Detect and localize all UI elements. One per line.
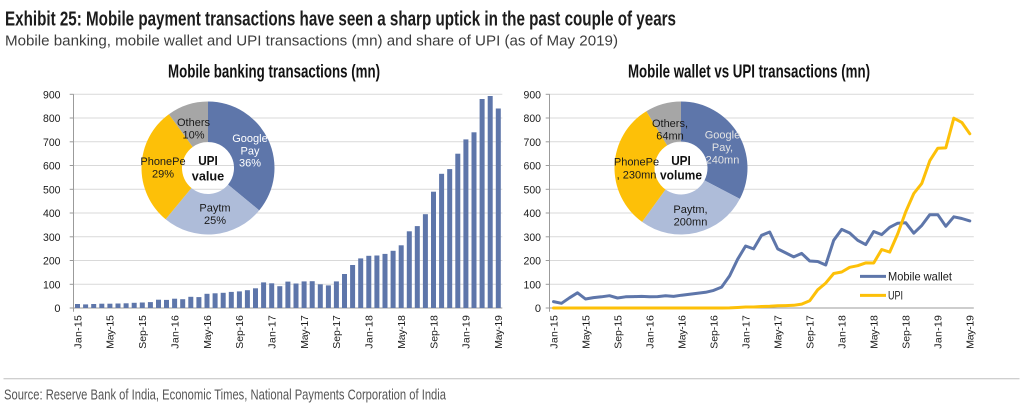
svg-text:May-15: May-15	[580, 315, 592, 349]
svg-text:, 230mn: , 230mn	[617, 170, 657, 182]
svg-text:Pay: Pay	[241, 145, 260, 157]
svg-text:29%: 29%	[152, 169, 174, 181]
svg-text:600: 600	[43, 161, 61, 173]
svg-text:Google: Google	[705, 130, 740, 142]
svg-text:200: 200	[524, 256, 542, 268]
svg-text:300: 300	[43, 232, 61, 244]
svg-text:Jan-15: Jan-15	[548, 315, 560, 349]
svg-text:Sep-15: Sep-15	[612, 315, 624, 349]
svg-text:Sep-16: Sep-16	[234, 315, 246, 349]
svg-text:400: 400	[43, 208, 61, 220]
svg-text:Sep-18: Sep-18	[428, 315, 440, 349]
svg-text:value: value	[192, 170, 224, 184]
svg-text:UPI: UPI	[888, 289, 903, 303]
svg-text:0: 0	[535, 303, 541, 315]
svg-text:May-17: May-17	[773, 315, 785, 349]
svg-text:100: 100	[43, 279, 61, 291]
svg-text:Mobile wallet vs UPI transacti: Mobile wallet vs UPI transactions (mn)	[628, 62, 870, 82]
svg-text:240mn: 240mn	[706, 155, 740, 167]
svg-text:Others,: Others,	[652, 118, 688, 130]
svg-text:Jan-19: Jan-19	[933, 315, 945, 349]
svg-text:Paytm,: Paytm,	[673, 204, 707, 216]
svg-text:Exhibit 25: Mobile payment tra: Exhibit 25: Mobile payment transactions …	[5, 9, 676, 31]
svg-text:May-19: May-19	[965, 315, 977, 349]
svg-text:Mobile wallet: Mobile wallet	[888, 270, 953, 284]
svg-text:Pay,: Pay,	[712, 142, 733, 154]
svg-text:May-16: May-16	[676, 315, 688, 349]
svg-text:700: 700	[524, 137, 542, 149]
svg-text:36%: 36%	[239, 158, 261, 170]
svg-text:Source: Reserve Bank of India,: Source: Reserve Bank of India, Economic …	[4, 388, 447, 404]
svg-text:Mobile banking transactions (m: Mobile banking transactions (mn)	[168, 62, 380, 82]
svg-text:Jan-19: Jan-19	[461, 315, 473, 349]
svg-text:Jan-15: Jan-15	[72, 315, 84, 349]
svg-text:May-15: May-15	[105, 315, 117, 349]
svg-text:64mn: 64mn	[656, 130, 684, 142]
svg-text:0: 0	[54, 303, 60, 315]
svg-text:200mn: 200mn	[674, 217, 708, 229]
svg-text:UPI: UPI	[198, 154, 218, 168]
svg-text:100: 100	[524, 279, 542, 291]
svg-text:May-18: May-18	[869, 315, 881, 349]
svg-text:Jan-17: Jan-17	[740, 315, 752, 349]
svg-text:400: 400	[524, 208, 542, 220]
svg-text:May-16: May-16	[202, 315, 214, 349]
svg-text:May-18: May-18	[396, 315, 408, 349]
svg-text:800: 800	[43, 113, 61, 125]
svg-text:600: 600	[524, 161, 542, 173]
svg-text:volume: volume	[660, 169, 702, 183]
svg-text:900: 900	[524, 89, 542, 101]
svg-text:700: 700	[43, 137, 61, 149]
svg-text:UPI: UPI	[671, 154, 691, 168]
svg-text:300: 300	[524, 232, 542, 244]
svg-text:500: 500	[524, 184, 542, 196]
svg-text:10%: 10%	[182, 130, 204, 142]
svg-text:Google: Google	[232, 133, 267, 145]
svg-text:Others: Others	[177, 117, 211, 129]
svg-text:Sep-17: Sep-17	[805, 315, 817, 349]
svg-text:May-17: May-17	[299, 315, 311, 349]
svg-text:PhonePe: PhonePe	[614, 157, 659, 169]
svg-text:Jan-18: Jan-18	[364, 315, 376, 349]
svg-text:Sep-17: Sep-17	[331, 315, 343, 349]
svg-text:Sep-16: Sep-16	[708, 315, 720, 349]
svg-text:PhonePe: PhonePe	[140, 156, 185, 168]
svg-text:500: 500	[43, 184, 61, 196]
svg-text:Mobile banking, mobile wallet: Mobile banking, mobile wallet and UPI tr…	[5, 33, 618, 49]
svg-text:Jan-16: Jan-16	[169, 315, 181, 349]
svg-text:Jan-17: Jan-17	[267, 315, 279, 349]
svg-text:900: 900	[43, 89, 61, 101]
svg-text:Sep-18: Sep-18	[901, 315, 913, 349]
svg-text:Sep-15: Sep-15	[137, 315, 149, 349]
svg-text:25%: 25%	[204, 215, 226, 227]
svg-text:Jan-18: Jan-18	[837, 315, 849, 349]
svg-text:Jan-16: Jan-16	[644, 315, 656, 349]
svg-text:800: 800	[524, 113, 542, 125]
svg-text:Paytm: Paytm	[199, 203, 230, 215]
svg-text:May-19: May-19	[493, 315, 505, 349]
svg-text:200: 200	[43, 256, 61, 268]
